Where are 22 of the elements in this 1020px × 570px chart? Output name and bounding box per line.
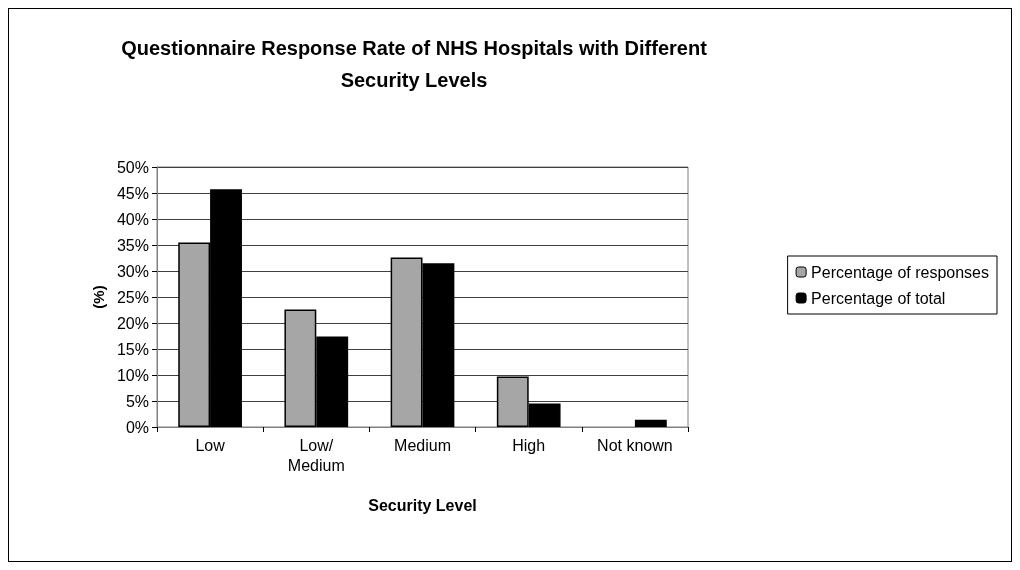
x-tick-label: Low/ Medium [287, 436, 345, 474]
bar [634, 419, 667, 427]
y-tick-label: 40% [116, 210, 149, 228]
x-tick-label: Not known [597, 436, 673, 454]
chart-title: Questionnaire Response Rate of NHS Hospitals with Different Security Levels [121, 37, 708, 91]
y-tick-label: 50% [116, 158, 149, 176]
x-axis-title: Security Level [368, 496, 477, 514]
y-tick-label: 30% [116, 262, 149, 280]
x-tick-label: Medium [394, 436, 451, 454]
y-tick-label: 10% [116, 366, 149, 384]
legend-label: Percentage of responses [811, 263, 989, 281]
x-tick-label: High [512, 436, 546, 454]
y-tick-label: 35% [116, 236, 149, 254]
y-tick-label: 15% [116, 340, 149, 358]
y-tick-label: 20% [116, 314, 149, 332]
legend-label: Percentage of total [811, 289, 946, 307]
y-axis-title: (%) [90, 285, 108, 309]
y-tick-label: 25% [116, 288, 149, 306]
y-tick-label: 45% [116, 184, 149, 202]
x-tick-label: Low [195, 436, 226, 454]
y-tick-label: 0% [125, 418, 149, 436]
y-tick-label: 5% [125, 392, 149, 410]
